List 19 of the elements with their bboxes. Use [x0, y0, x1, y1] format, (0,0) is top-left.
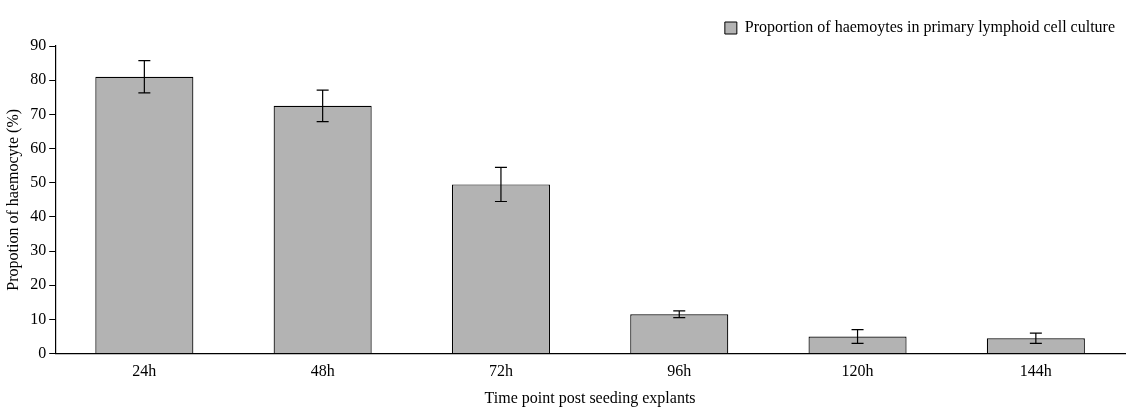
legend-label: Proportion of haemoytes in primary lymphoid cell culture — [744, 18, 1115, 37]
x-tick-label: 72h — [488, 362, 513, 380]
x-tick-label: 144h — [1019, 362, 1052, 380]
x-tick-label: 120h — [841, 362, 874, 380]
y-tick-label: 90 — [30, 36, 47, 54]
y-tick-label: 70 — [30, 104, 47, 122]
y-axis-title: Propotion of haemocyte (%) — [3, 108, 22, 291]
y-tick-label: 10 — [30, 309, 47, 327]
x-tick-label: 48h — [310, 362, 335, 380]
x-axis-title: Time point post seeding explants — [484, 388, 696, 407]
x-tick-label: 96h — [667, 362, 692, 380]
y-tick-label: 40 — [30, 207, 47, 225]
y-tick-label: 0 — [38, 343, 47, 361]
y-tick-label: 50 — [30, 172, 47, 190]
x-tick-label: 24h — [132, 362, 157, 380]
y-tick-label: 60 — [30, 138, 47, 156]
y-tick-label: 30 — [30, 241, 47, 259]
y-tick-label: 20 — [30, 275, 47, 293]
y-tick-label: 80 — [30, 70, 47, 88]
